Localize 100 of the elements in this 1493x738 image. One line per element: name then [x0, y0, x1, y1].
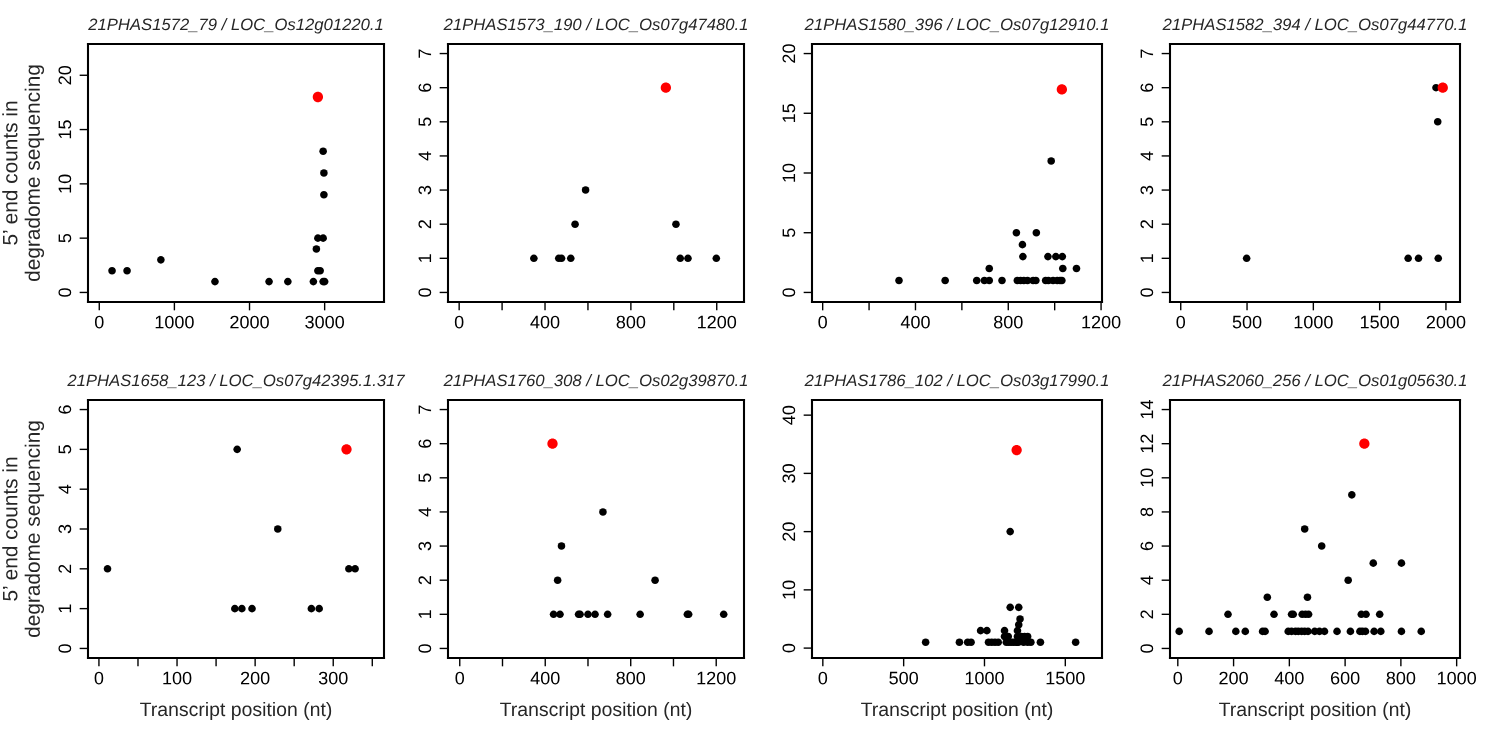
y-tick-label: 5 — [58, 233, 72, 243]
y-tick-label: 0 — [782, 643, 796, 653]
y-tick-label: 2 — [58, 564, 72, 573]
x-tick-label: 0 — [818, 315, 827, 329]
x-tick-label: 1500 — [1360, 315, 1400, 329]
y-tick-label: 0 — [58, 288, 72, 297]
x-tick-label: 1500 — [1046, 671, 1085, 685]
x-tick-label: 800 — [1386, 671, 1416, 685]
y-tick-label: 12 — [1140, 434, 1154, 453]
y-tick-label: 2 — [418, 576, 432, 585]
y-tick-label: 5 — [58, 445, 72, 454]
y-tick-label: 10 — [1140, 468, 1154, 487]
y-tick-label: 2 — [1140, 610, 1154, 619]
y-tick-label: 7 — [418, 49, 432, 58]
chart-title: 21PHAS1580_396 / LOC_Os07g12910.1 — [804, 18, 1109, 34]
y-tick-label: 5 — [418, 473, 432, 483]
x-tick-label: 2000 — [1426, 315, 1466, 329]
y-tick-label: 6 — [1140, 541, 1154, 551]
y-tick-label: 8 — [1140, 507, 1154, 517]
x-tick-label: 200 — [1219, 671, 1248, 685]
y-tick-label: 0 — [1140, 644, 1154, 653]
x-tick-label: 1200 — [697, 671, 736, 685]
y-tick-label: 20 — [58, 65, 72, 85]
y-axis-title: 5’ end counts in degradome sequencing — [2, 421, 45, 637]
y-tick-label: 0 — [418, 644, 432, 653]
y-tick-label: 5 — [782, 228, 796, 238]
x-tick-label: 1000 — [155, 315, 194, 329]
y-tick-label: 7 — [418, 405, 432, 414]
x-tick-label: 1000 — [965, 671, 1004, 685]
x-tick-label: 400 — [1274, 671, 1304, 685]
x-tick-label: 3000 — [305, 315, 345, 329]
x-tick-label: 0 — [818, 671, 828, 685]
y-tick-label: 1 — [58, 604, 72, 613]
y-tick-label: 4 — [418, 507, 432, 517]
y-tick-label: 6 — [418, 83, 432, 92]
y-tick-label: 30 — [782, 464, 796, 483]
y-tick-label: 4 — [1140, 575, 1154, 585]
x-tick-label: 500 — [1232, 315, 1262, 329]
y-tick-label: 6 — [418, 439, 432, 448]
x-tick-label: 800 — [616, 671, 646, 685]
x-tick-label: 800 — [616, 315, 646, 329]
y-tick-label: 3 — [58, 524, 72, 534]
chart-title: 21PHAS1786_102 / LOC_Os03g17990.1 — [804, 374, 1109, 390]
y-tick-label: 6 — [58, 405, 72, 414]
y-tick-label: 6 — [1140, 83, 1154, 92]
x-tick-label: 1200 — [1082, 315, 1121, 329]
x-tick-label: 0 — [94, 315, 104, 329]
y-tick-label: 4 — [58, 484, 72, 494]
x-tick-label: 0 — [1176, 315, 1186, 329]
y-tick-label: 2 — [1140, 220, 1154, 229]
x-tick-label: 1000 — [1437, 671, 1477, 685]
x-tick-label: 300 — [318, 671, 348, 685]
x-axis-title: Transcript position (nt) — [140, 701, 332, 721]
x-tick-label: 800 — [994, 315, 1023, 329]
y-tick-label: 7 — [1140, 49, 1154, 58]
chart-title: 21PHAS1573_190 / LOC_Os07g47480.1 — [443, 18, 748, 34]
y-tick-label: 10 — [782, 580, 796, 599]
y-tick-label: 4 — [418, 151, 432, 161]
y-tick-label: 20 — [782, 44, 796, 63]
y-tick-label: 2 — [418, 220, 432, 229]
x-tick-label: 400 — [530, 315, 560, 329]
chart-title: 21PHAS1572_79 / LOC_Os12g01220.1 — [88, 18, 383, 34]
y-tick-label: 0 — [418, 288, 432, 297]
x-tick-label: 400 — [900, 315, 930, 329]
x-tick-label: 0 — [94, 671, 104, 685]
x-tick-label: 100 — [163, 671, 192, 685]
x-tick-label: 400 — [530, 671, 560, 685]
y-tick-label: 20 — [782, 522, 796, 541]
x-tick-label: 500 — [889, 671, 919, 685]
x-tick-label: 1200 — [698, 315, 737, 329]
x-tick-label: 0 — [455, 671, 465, 685]
y-tick-label: 0 — [58, 644, 72, 653]
x-axis-title: Transcript position (nt) — [500, 701, 692, 721]
y-tick-label: 3 — [1140, 185, 1154, 195]
chart-title: 21PHAS1582_394 / LOC_Os07g44770.1 — [1162, 18, 1467, 34]
y-tick-label: 15 — [58, 120, 72, 139]
y-tick-label: 5 — [1140, 117, 1154, 127]
y-tick-label: 5 — [418, 117, 432, 127]
chart-title: 21PHAS2060_256 / LOC_Os01g05630.1 — [1162, 374, 1467, 390]
y-tick-label: 14 — [1140, 400, 1154, 419]
x-tick-label: 2000 — [230, 315, 269, 329]
y-tick-label: 10 — [782, 163, 796, 182]
x-tick-label: 600 — [1330, 671, 1360, 685]
x-tick-label: 1000 — [1294, 315, 1333, 329]
y-tick-label: 4 — [1140, 151, 1154, 161]
y-tick-label: 3 — [418, 541, 432, 551]
y-tick-label: 1 — [418, 610, 432, 618]
y-tick-label: 3 — [418, 185, 432, 195]
y-tick-label: 0 — [782, 288, 796, 297]
chart-title: 21PHAS1658_123 / LOC_Os07g42395.1.317 — [67, 374, 406, 390]
x-axis-title: Transcript position (nt) — [861, 701, 1053, 721]
y-tick-label: 1 — [1140, 254, 1154, 262]
y-tick-label: 40 — [782, 405, 796, 425]
y-axis-title: 5’ end counts in degradome sequencing — [2, 65, 45, 281]
x-tick-label: 0 — [1173, 671, 1183, 685]
y-tick-label: 10 — [58, 174, 72, 193]
x-tick-label: 200 — [240, 671, 270, 685]
chart-title: 21PHAS1760_308 / LOC_Os02g39870.1 — [443, 374, 748, 390]
y-tick-label: 0 — [1140, 288, 1154, 297]
x-tick-label: 0 — [454, 315, 464, 329]
